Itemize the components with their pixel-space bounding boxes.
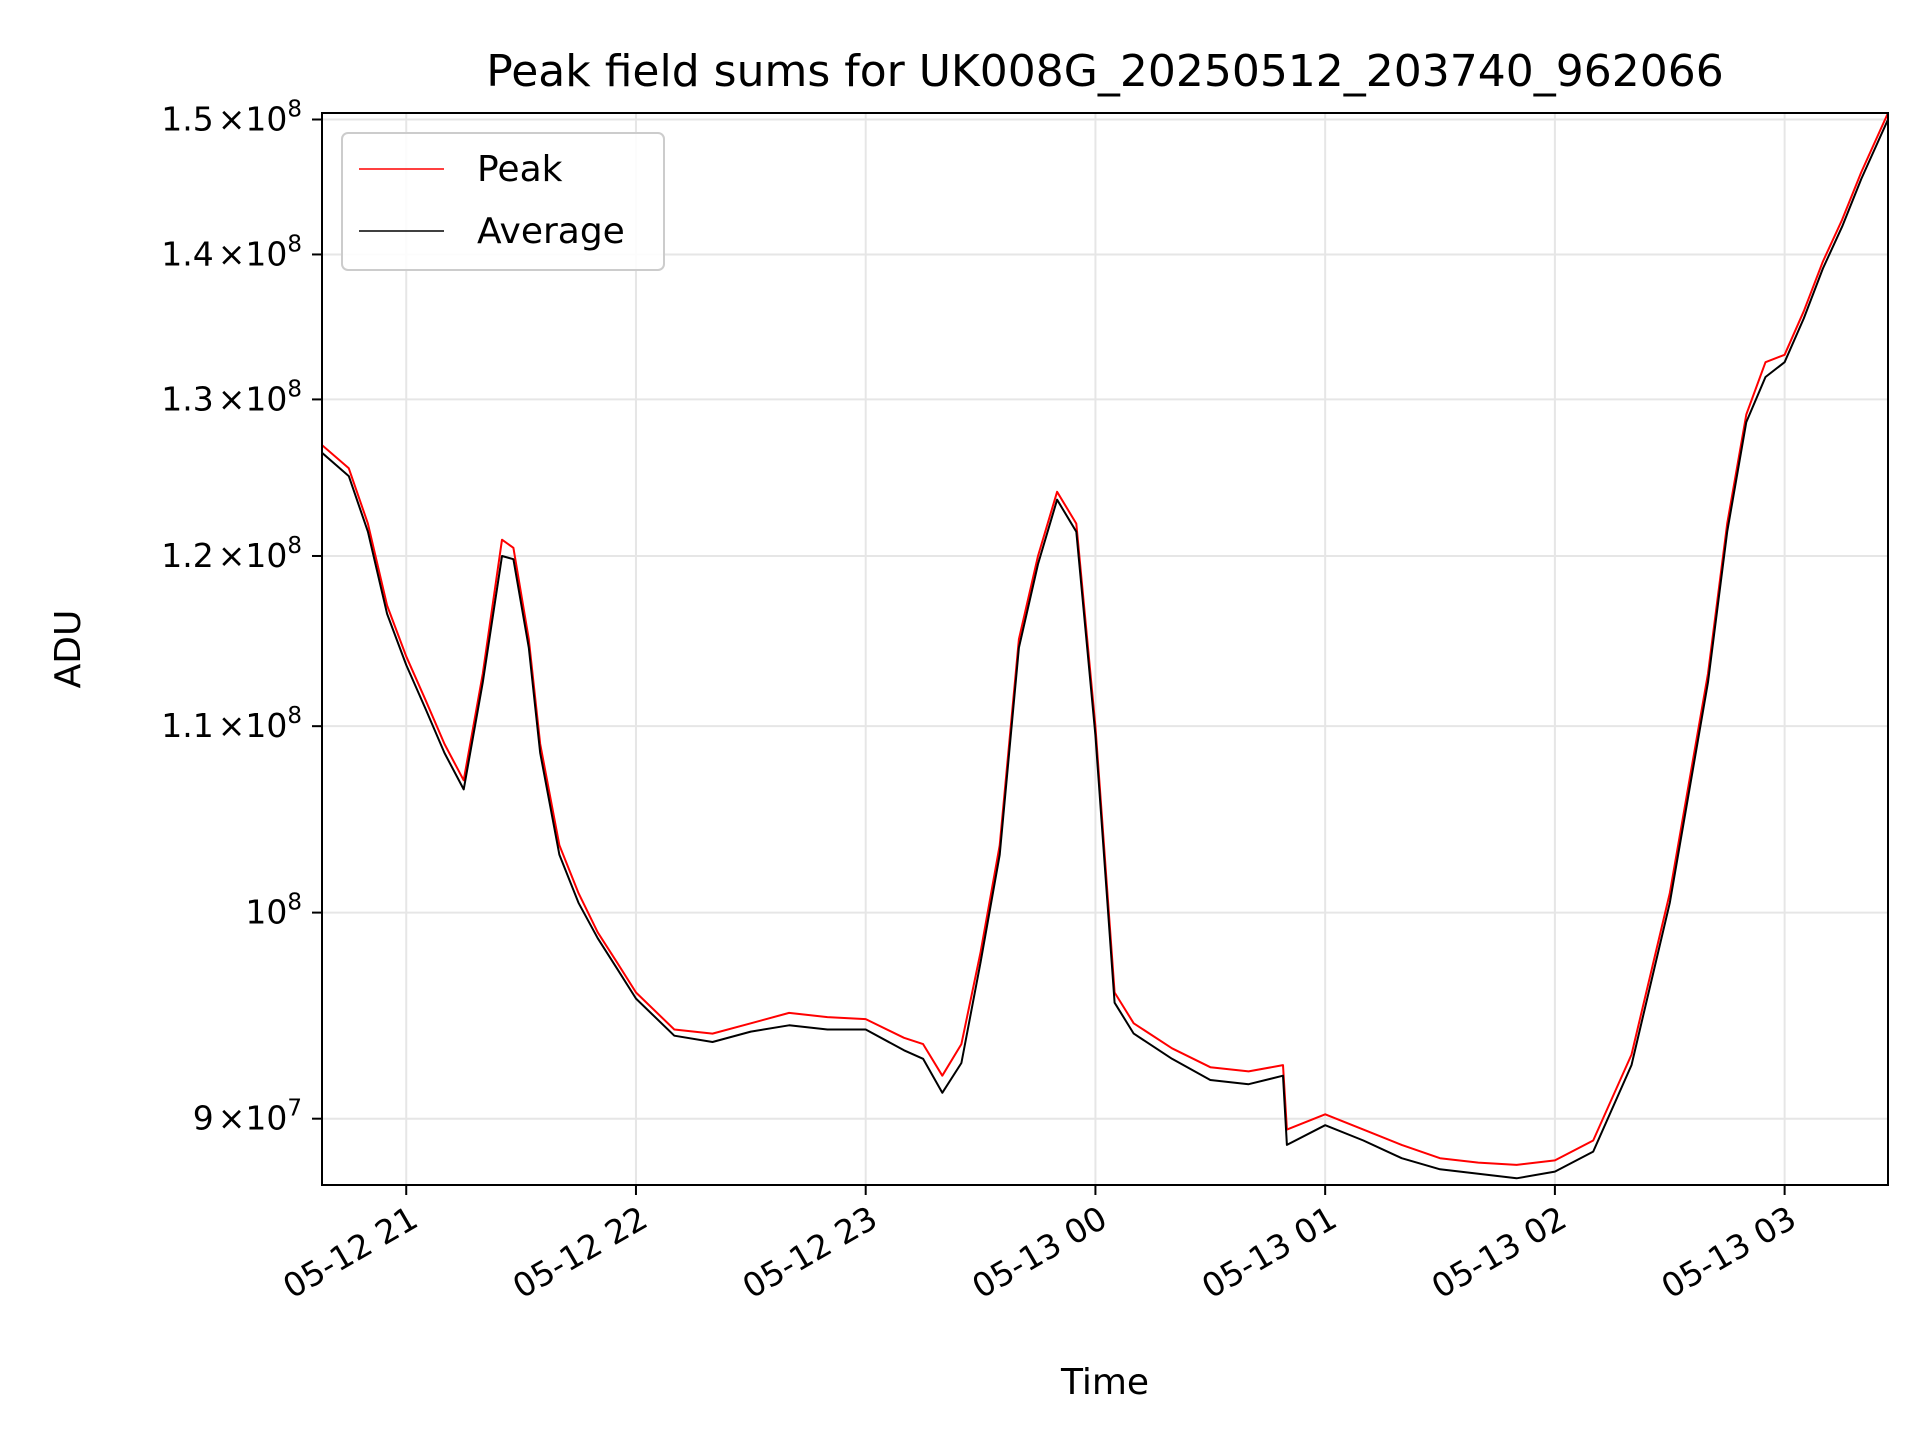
y-tick-label: 1.2 ×108: [161, 533, 302, 575]
y-tick-exponent: 8: [287, 231, 302, 257]
y-tick-exponent: 8: [287, 376, 302, 402]
y-axis-label: ADU: [48, 610, 89, 689]
y-tick-mantissa: 1.1: [161, 706, 213, 745]
y-tick-label: 1.3 ×108: [161, 376, 302, 418]
y-tick-mantissa: 1.4: [161, 234, 213, 273]
y-tick-exponent: 7: [287, 1096, 302, 1122]
y-tick-base: ×10: [218, 100, 288, 139]
legend: Peak Average: [341, 132, 665, 271]
series-line-peak: [322, 113, 1888, 1166]
x-axis-label: Time: [1060, 1362, 1149, 1403]
series-line-average: [322, 119, 1888, 1180]
y-tick-base: ×10: [218, 379, 288, 418]
y-tick-label: 1.5 ×108: [161, 97, 302, 139]
y-tick-mantissa: 9: [193, 1099, 214, 1138]
legend-label-peak: Peak: [477, 149, 563, 190]
chart-title: Peak field sums for UK008G_20250512_2037…: [486, 46, 1723, 97]
series-lines: [322, 113, 1888, 1180]
y-tick-label: 108: [245, 890, 302, 932]
y-tick-exponent: 8: [287, 703, 302, 729]
y-tick-exponent: 8: [287, 533, 302, 559]
y-tick-mantissa: 1.2: [161, 536, 213, 575]
y-tick-mantissa: 1.5: [161, 100, 213, 139]
y-tick-base: ×10: [218, 536, 288, 575]
legend-label-average: Average: [477, 211, 625, 252]
y-tick-label: 1.4 ×108: [161, 231, 302, 273]
plot-frame: [321, 112, 1889, 1186]
y-tick-label: 9 ×107: [193, 1096, 302, 1138]
legend-box: [341, 132, 665, 271]
y-tick-mantissa: 1.3: [161, 379, 213, 418]
y-tick-base: ×10: [218, 1099, 288, 1138]
y-tick-base: ×10: [218, 706, 288, 745]
y-tick-label: 1.1 ×108: [161, 703, 302, 745]
y-tick-exponent: 8: [287, 890, 302, 916]
y-tick-base: 10: [245, 893, 287, 932]
y-tick-exponent: 8: [287, 97, 302, 123]
y-tick-base: ×10: [218, 234, 288, 273]
